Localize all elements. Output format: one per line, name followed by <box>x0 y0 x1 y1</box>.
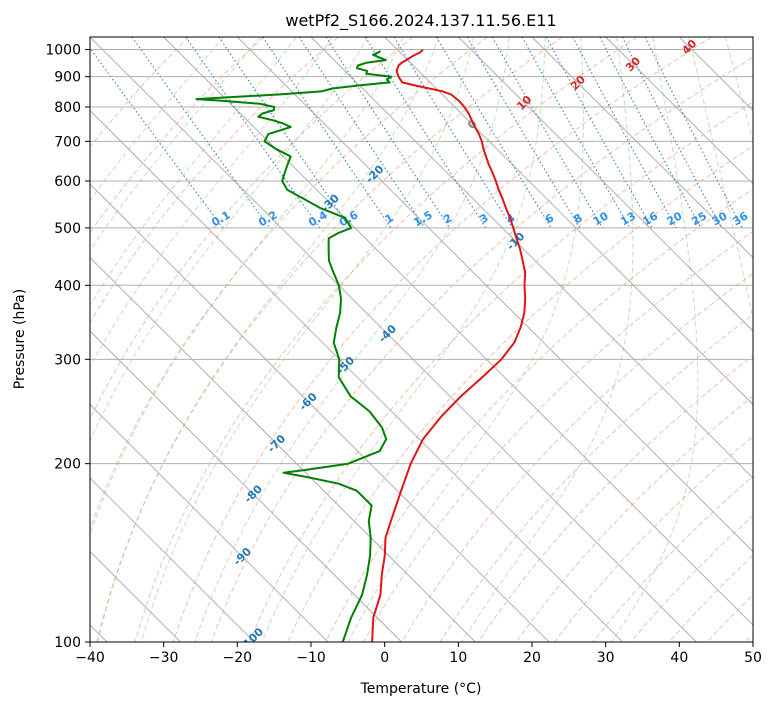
isotherm-line <box>531 37 753 259</box>
mixing-ratio-line <box>325 37 451 229</box>
dry-adiabat-line <box>134 37 638 642</box>
x-tick-label: 50 <box>744 650 762 666</box>
mixing-ratio-line <box>545 37 653 229</box>
moist-adiabat-line <box>688 37 753 321</box>
x-tick-label: −30 <box>149 650 179 666</box>
dry-adiabat-line <box>325 188 753 642</box>
mixing-ratio-line <box>262 37 392 229</box>
moist-adiabat-line <box>611 37 699 642</box>
x-tick-label: −40 <box>75 650 105 666</box>
y-axis-label: Pressure (hPa) <box>12 289 28 389</box>
x-tick-label: −10 <box>296 650 326 666</box>
y-tick-label: 500 <box>54 221 81 237</box>
series-layer <box>195 48 527 642</box>
dry-adiabat-line <box>90 37 339 324</box>
isotherm-line <box>90 256 476 642</box>
mixing-ratio-line <box>298 37 426 229</box>
dewpoint-profile-line <box>195 50 393 642</box>
dry-adiabat-line <box>172 37 712 642</box>
dry-adiabat-line <box>90 37 264 234</box>
mixing-ratio-line <box>185 37 321 229</box>
isotherm-line <box>90 183 550 642</box>
moist-adiabat-line <box>261 37 546 642</box>
isotherm-line <box>90 330 402 642</box>
dry-adiabat-line <box>96 37 563 642</box>
moist-adiabat-line <box>90 37 333 369</box>
moist-adiabat-line <box>140 37 475 642</box>
dry-adiabat-line <box>90 37 488 531</box>
y-tick-label: 1000 <box>45 43 81 59</box>
mixing-ratio-line <box>218 37 351 229</box>
x-tick-label: 0 <box>380 650 389 666</box>
mixing-ratio-line <box>572 37 677 229</box>
dry-adiabat-line <box>439 314 753 642</box>
isotherm-line <box>458 37 753 332</box>
mixing-ratio-line <box>521 37 631 229</box>
dry-adiabat-line <box>90 37 414 421</box>
background-lines <box>90 37 753 642</box>
y-tick-label: 700 <box>54 134 81 150</box>
y-tick-label: 100 <box>54 635 81 651</box>
temperature-profile-line <box>371 48 527 642</box>
moist-adiabat-line <box>97 37 439 642</box>
x-tick-label: 10 <box>449 650 467 666</box>
dry-adiabat-line <box>515 395 753 642</box>
x-tick-label: 40 <box>670 650 688 666</box>
isotherm-line <box>163 37 753 626</box>
x-tick-label: 30 <box>597 650 615 666</box>
y-tick-label: 300 <box>54 352 81 368</box>
isotherm-line <box>90 403 329 642</box>
isotherm-line <box>237 37 753 553</box>
isotherm-line <box>90 477 255 642</box>
y-tick-label: 800 <box>54 100 81 116</box>
mixing-ratio-line <box>131 37 271 229</box>
dry-adiabat-line <box>248 101 753 642</box>
mixing-ratio-line <box>364 37 487 229</box>
y-tick-label: 400 <box>54 278 81 294</box>
isotherm-line <box>384 37 753 406</box>
y-tick-label: 900 <box>54 70 81 86</box>
isotherm-line <box>90 37 697 642</box>
dry-adiabat-line <box>210 56 753 642</box>
mixing-ratio-line <box>90 47 224 229</box>
moist-adiabat-line <box>90 37 404 536</box>
plot-frame <box>89 36 754 643</box>
isotherm-line <box>605 37 753 185</box>
x-tick-label: 20 <box>523 650 541 666</box>
mixing-ratio-line <box>644 37 743 229</box>
dry-adiabat-line <box>401 272 753 642</box>
y-tick-label: 600 <box>54 174 81 190</box>
mixing-ratio-line <box>393 37 513 229</box>
moist-adiabat-line <box>347 37 584 642</box>
x-tick-label: −20 <box>223 650 253 666</box>
chart-title: wetPf2_S166.2024.137.11.56.E11 <box>285 11 556 31</box>
axis-layer: −40 −30 −20 −10 0 10 20 30 40 50 100 200 300 400 500 60… <box>45 43 762 666</box>
dry-adiabat-line <box>90 37 190 148</box>
y-tick-label: 200 <box>54 457 81 473</box>
moist-adiabat-line <box>90 37 297 307</box>
moist-adiabat-line <box>461 37 634 642</box>
isotherm-line <box>90 109 623 642</box>
x-axis-label: Temperature (°C) <box>360 681 482 697</box>
